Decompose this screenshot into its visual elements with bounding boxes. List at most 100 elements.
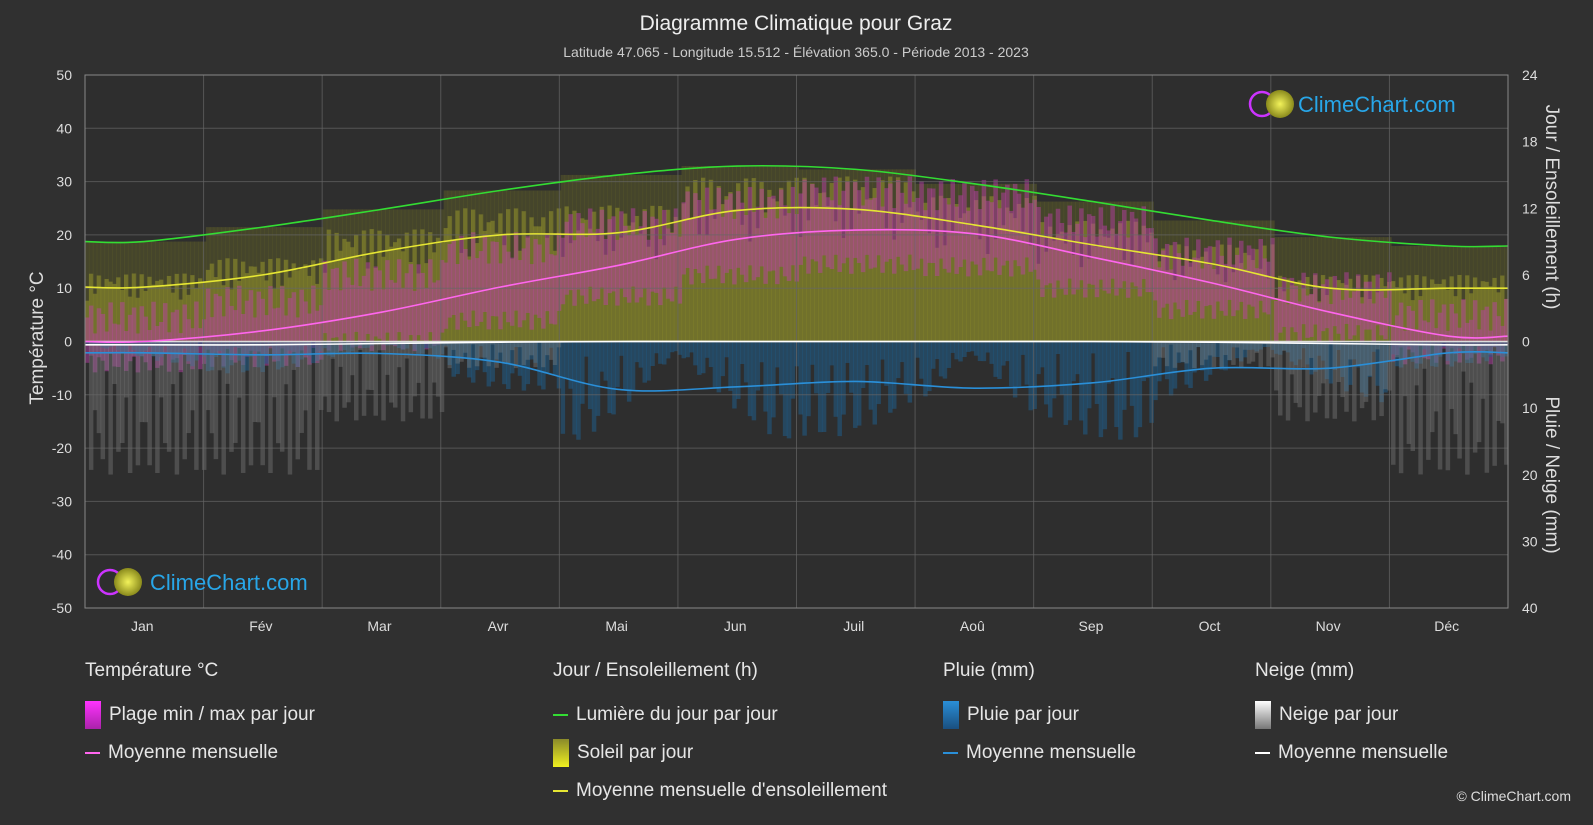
rain-bar — [1301, 341, 1306, 349]
rain-bar — [198, 341, 203, 347]
temp-range-bar — [689, 218, 694, 285]
snow-bar — [517, 341, 523, 348]
snow-bar — [342, 341, 347, 408]
sunshine-bar — [1426, 289, 1431, 342]
snow-bar — [369, 341, 375, 391]
temp-range-bar — [1371, 303, 1377, 343]
temp-range-bar — [782, 205, 788, 277]
sunshine-bar — [1309, 294, 1314, 342]
rain-bar — [365, 341, 371, 348]
sunshine-bar — [326, 229, 332, 342]
sunshine-bar — [934, 247, 940, 342]
sunshine-bar — [1441, 279, 1447, 342]
temp-range-bar — [1203, 247, 1209, 307]
snow-bar — [1344, 341, 1349, 412]
snow-bar — [1324, 341, 1330, 419]
sunshine-bar — [853, 179, 858, 342]
temp-range-bar — [1005, 184, 1010, 261]
snow-bar — [548, 341, 554, 360]
temp-range-bar — [736, 191, 741, 268]
temp-range-bar — [521, 248, 527, 321]
sunshine-bar — [369, 229, 375, 342]
rain-bar — [623, 341, 628, 390]
rain-bar — [1141, 341, 1147, 382]
sunshine-bar — [116, 277, 121, 342]
sunshine-bar — [736, 183, 741, 342]
temp-range-bar — [658, 239, 663, 306]
snow-bar — [1484, 341, 1490, 473]
temp-range-bar — [997, 208, 1002, 275]
sunshine-bar — [685, 186, 690, 342]
temp-range-bar — [872, 197, 878, 268]
rain-bar — [619, 341, 624, 356]
rain-bar — [1164, 341, 1170, 380]
rain-bar — [283, 341, 289, 355]
temp-range-bar — [318, 305, 324, 360]
rain-bar — [1363, 341, 1369, 397]
sunshine-bar — [525, 237, 531, 342]
rain-bar — [603, 341, 609, 381]
rain-bar — [724, 341, 729, 358]
brand-logo-bottom: ClimeChart.com — [96, 568, 308, 596]
rain-bar — [642, 341, 648, 383]
rain-bar — [790, 341, 796, 399]
snow-bar — [1449, 341, 1455, 409]
sunshine-bar — [96, 275, 102, 342]
sunshine-bar — [1433, 283, 1439, 342]
sunshine-bar — [931, 197, 936, 342]
temp-range-bar — [767, 197, 772, 272]
temp-range-bar — [1059, 222, 1065, 290]
snow-mean-line-icon — [1255, 752, 1270, 754]
temp-range-bar — [369, 290, 375, 351]
rain-bar — [599, 341, 605, 372]
snow-bar — [1293, 341, 1299, 403]
rain-bar — [560, 341, 566, 434]
daylight-bar — [92, 241, 98, 342]
temp-range-bar — [1145, 228, 1150, 293]
y-tick-left: -30 — [52, 493, 72, 509]
sunshine-bar — [346, 241, 351, 342]
sunshine-bar — [342, 238, 347, 342]
snow-bar — [205, 341, 211, 411]
temp-range-bar — [969, 185, 975, 262]
sunshine-bar — [1203, 251, 1209, 342]
legend-sun-title: Jour / Ensoleillement (h) — [553, 660, 758, 681]
temp-range-bar — [946, 204, 952, 273]
temp-range-bar — [677, 236, 683, 304]
temp-range-bar — [1242, 269, 1248, 319]
sunshine-bar — [1028, 245, 1033, 342]
temp-range-bar — [1453, 313, 1458, 354]
rain-bar — [162, 341, 168, 347]
sunshine-bar — [1430, 279, 1435, 342]
temp-range-bar — [1180, 265, 1186, 317]
sunshine-bar — [650, 205, 655, 342]
daylight-bar — [1418, 246, 1423, 342]
sunshine-bar — [435, 237, 441, 342]
temp-range-bar — [1332, 276, 1338, 327]
rain-bar — [1500, 341, 1505, 358]
temp-range-bar — [1246, 245, 1252, 305]
sunshine-bar — [580, 218, 585, 342]
sunshine-bar — [155, 280, 160, 342]
rain-bar — [1398, 341, 1404, 368]
temp-range-bar — [868, 199, 874, 269]
sunshine-bar — [147, 276, 152, 342]
sunshine-bar — [962, 213, 967, 342]
daylight-bar — [1324, 237, 1330, 342]
sunshine-bar — [1055, 233, 1061, 342]
snow-bar — [431, 341, 437, 383]
sunshine-bar — [1145, 242, 1150, 342]
temp-range-bar — [1012, 183, 1018, 261]
x-tick-month: Déc — [1434, 618, 1459, 634]
temp-range-bar — [934, 210, 940, 276]
rain-bar — [771, 341, 776, 418]
rain-bar — [626, 341, 632, 402]
snow-bar — [529, 341, 534, 356]
sunshine-bar — [416, 273, 421, 342]
snow-bar — [1238, 341, 1244, 369]
rain-bar — [1336, 341, 1341, 350]
x-tick-month: Aoû — [960, 618, 985, 634]
sunshine-bar — [611, 251, 616, 342]
rain-bar — [1355, 341, 1361, 368]
temp-range-bar — [1161, 250, 1166, 308]
